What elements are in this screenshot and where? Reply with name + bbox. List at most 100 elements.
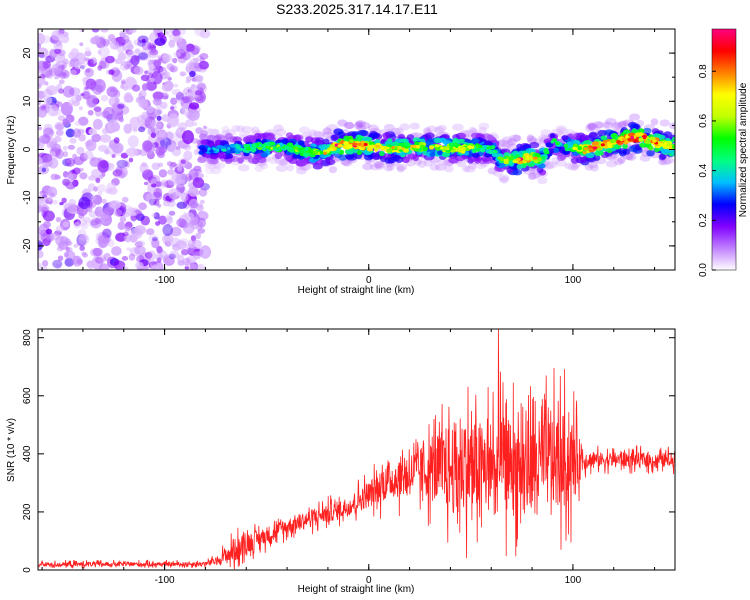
heatmap-noise-cell bbox=[113, 209, 123, 217]
heatmap-ridge-cell bbox=[299, 150, 305, 154]
heatmap-noise-cell bbox=[162, 182, 168, 187]
heatmap-noise-cell bbox=[65, 128, 75, 138]
heatmap-noise-cell bbox=[62, 72, 67, 78]
heatmap-noise-cell bbox=[38, 204, 43, 213]
heatmap-ridge-cell bbox=[660, 143, 666, 147]
heatmap-noise-cell bbox=[71, 52, 79, 60]
heatmap-noise-cell bbox=[195, 232, 202, 240]
heatmap-ridge-cell bbox=[323, 151, 327, 155]
heatmap-noise-cell bbox=[79, 172, 88, 180]
heatmap-ridge-cell bbox=[573, 132, 581, 140]
heatmap-ridge-cell bbox=[462, 165, 470, 173]
heatmap-ridge-cell bbox=[515, 157, 521, 162]
heatmap-noise-cell bbox=[61, 197, 67, 204]
heatmap-noise-cell bbox=[151, 183, 157, 188]
heatmap-noise-cell bbox=[183, 150, 193, 161]
heatmap-ridge-cell bbox=[501, 136, 513, 144]
heatmap-noise-cell bbox=[64, 257, 74, 267]
heatmap-noise-cell bbox=[138, 89, 147, 99]
heatmap-ridge-cell bbox=[619, 150, 627, 157]
heatmap-ridge-cell bbox=[637, 128, 645, 134]
heatmap-ridge-cell bbox=[275, 128, 287, 136]
heatmap-noise-cell bbox=[162, 53, 173, 63]
heatmap-noise-cell bbox=[95, 256, 104, 264]
colorbar-ticks: 0.0 0.2 0.4 0.6 0.8 bbox=[698, 64, 716, 277]
heatmap-noise-cell bbox=[142, 170, 153, 180]
heatmap-noise-cell bbox=[42, 88, 53, 98]
heatmap-ridge-cell bbox=[397, 142, 404, 147]
heatmap-noise-cell bbox=[184, 266, 190, 270]
heatmap-ridge-cell bbox=[235, 125, 245, 133]
heatmap-noise-cell bbox=[123, 123, 133, 134]
heatmap-ridge-cell bbox=[497, 139, 507, 147]
heatmap-noise-cell bbox=[83, 57, 88, 61]
snr-ytick-label: 200 bbox=[22, 503, 33, 520]
heatmap-noise-cell bbox=[68, 99, 75, 107]
heatmap-noise-cell bbox=[133, 66, 144, 75]
heatmap-ridge-cell bbox=[642, 134, 648, 139]
heatmap-noise-cell bbox=[140, 74, 150, 82]
heatmap-noise-cell bbox=[173, 83, 179, 88]
heatmap-noise-cell bbox=[98, 60, 107, 69]
heatmap-noise-cell bbox=[153, 212, 160, 220]
heatmap-noise-cell bbox=[170, 97, 178, 105]
heatmap-noise-cell bbox=[95, 177, 101, 184]
heatmap-ridge-cell bbox=[279, 158, 289, 166]
heatmap-noise-cell bbox=[101, 198, 107, 204]
heatmap-noise-cell bbox=[108, 163, 115, 169]
heatmap-ridge-cell bbox=[528, 172, 541, 180]
heatmap-noise-cell bbox=[52, 259, 63, 269]
heatmap-noise-cell bbox=[87, 58, 94, 66]
colorbar-tick-label: 0.6 bbox=[698, 114, 709, 128]
heatmap-noise-cell bbox=[139, 148, 148, 157]
heatmap-noise-cell bbox=[87, 94, 98, 107]
heatmap-ridge-cell bbox=[382, 132, 391, 139]
heatmap-noise-cell bbox=[188, 168, 199, 181]
heatmap-noise-cell bbox=[129, 29, 137, 34]
heatmap-ridge-cell bbox=[328, 166, 337, 174]
heatmap-noise-cell bbox=[91, 169, 102, 178]
heatmap-noise-cell bbox=[92, 247, 103, 257]
heatmap-noise-cell bbox=[121, 34, 130, 44]
heatmap-noise-cell bbox=[141, 83, 149, 91]
heatmap-noise-cell bbox=[87, 260, 95, 270]
heatmap-ridge-cell bbox=[587, 161, 599, 169]
heatmap-ridge-cell bbox=[362, 163, 374, 171]
heatmap-ridge-cell bbox=[572, 146, 578, 150]
heatmap-ridge-cell bbox=[436, 124, 447, 132]
heatmap-ridge-cell bbox=[221, 125, 230, 133]
heatmap-ridge-cell bbox=[585, 124, 594, 132]
heatmap-noise-cell bbox=[135, 261, 144, 270]
heatmap-ridge-cell bbox=[499, 176, 509, 184]
heatmap-ridge-cell bbox=[211, 154, 218, 160]
heatmap-noise-cell bbox=[68, 60, 74, 68]
heatmap-ridge-cell bbox=[343, 121, 355, 130]
heatmap-noise-cell bbox=[156, 121, 164, 130]
heatmap-noise-cell bbox=[56, 29, 63, 36]
heatmap-noise-cell bbox=[203, 125, 207, 130]
snr-frame bbox=[37, 328, 676, 571]
heatmap-noise-cell bbox=[189, 102, 200, 110]
heatmap-ridge-cell bbox=[652, 139, 657, 143]
heatmap-ridge-cell bbox=[555, 125, 567, 133]
snr-series-line bbox=[38, 329, 675, 570]
heatmap-noise-cell bbox=[141, 111, 149, 121]
heatmap-ridge-cell bbox=[606, 141, 611, 145]
heatmap-noise-cell bbox=[124, 161, 130, 168]
heatmap-ridge-cell bbox=[642, 127, 652, 135]
heatmap-ridge-cell bbox=[613, 121, 623, 129]
heatmap-noise-cell bbox=[189, 70, 196, 78]
heatmap-noise-cell bbox=[155, 146, 165, 156]
heatmap-ridge-cell bbox=[257, 133, 267, 140]
spectrogram-xtick-label: -100 bbox=[155, 275, 175, 286]
heatmap-noise-cell bbox=[198, 60, 209, 70]
heatmap-noise-cell bbox=[187, 109, 200, 121]
heatmap-noise-cell bbox=[106, 182, 117, 192]
heatmap-noise-cell bbox=[48, 201, 53, 205]
heatmap-ridge-cell bbox=[586, 122, 597, 130]
heatmap-ridge-cell bbox=[352, 142, 358, 146]
heatmap-ridge-cell bbox=[529, 141, 540, 149]
heatmap-noise-cell bbox=[157, 203, 162, 208]
